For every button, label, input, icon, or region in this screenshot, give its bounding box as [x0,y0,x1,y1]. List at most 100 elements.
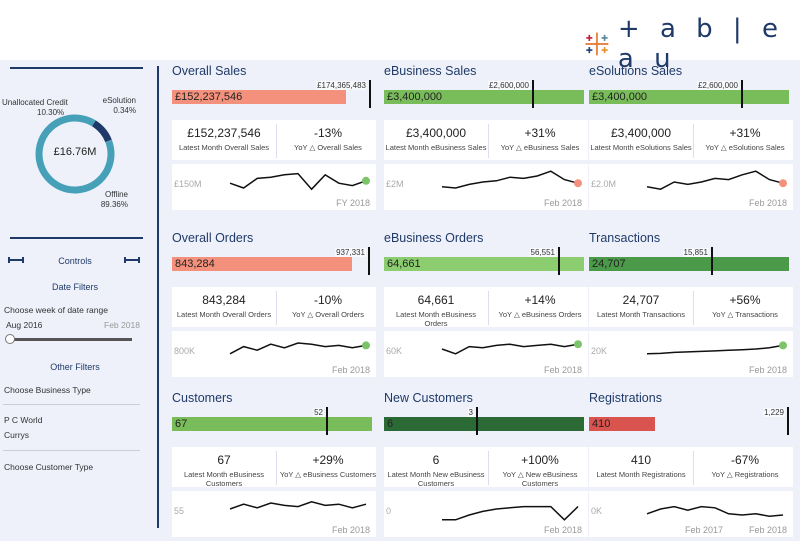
business-type-option[interactable]: Currys [4,430,29,440]
kpi-yoy-value: -13% [276,126,380,140]
target-label: 1,229 [763,408,785,417]
sparkline-series [230,174,366,190]
target-label: 3 [468,408,474,417]
bullet-bar [384,417,584,431]
kpi-latest-caption: Latest Month Overall Sales [172,143,276,152]
bullet-chart[interactable]: £3,400,000£2,600,000 [384,90,584,104]
sparkline-axis-label: 0 [386,506,391,516]
kpi-yoy-value: +31% [488,126,592,140]
sparkline-axis-label: £2.0M [591,179,616,189]
date-range-slider-fill [9,338,132,341]
kpi-yoy-caption: YoY △ Registrations [693,470,797,479]
sparkline-axis-label: 60K [386,346,402,356]
kpi-yoy: +31%YoY △ eSolutions Sales [693,126,797,152]
customer-type-label[interactable]: Choose Customer Type [4,462,93,472]
kpi-yoy: -10%YoY △ Overall Orders [276,293,380,319]
kpi-panel-esolutions-sales: eSolutions Sales£3,400,000£2,600,000£3,4… [587,64,795,214]
target-marker [476,407,478,435]
sparkline-series [230,502,366,509]
date-start-value: Aug 2016 [6,320,42,330]
kpi-latest-month: 843,284 Latest Month Overall Orders [172,293,276,319]
kpi-latest-value: 24,707 [589,293,693,307]
kpi-panel-overall-sales: Overall Sales £152,237,546£174,365,483 £15… [170,64,378,214]
panel-title: Customers [172,391,232,405]
target-marker [558,247,560,275]
sparkline[interactable]: 800K Feb 2018 [172,331,376,377]
kpi-latest-caption: Latest Month New eBusiness Customers [384,470,488,488]
kpi-yoy-value: +14% [488,293,592,307]
kpi-yoy-caption: YoY △ eSolutions Sales [693,143,797,152]
sidebar-top-rule [10,67,143,69]
controls-rule [10,237,143,239]
kpi-yoy-value: -67% [693,453,797,467]
panel-title: Registrations [589,391,662,405]
target-marker [711,247,713,275]
sparkline-series [647,345,783,353]
target-marker [369,80,371,108]
sparkline-series [442,344,578,354]
kpi-latest-value: £3,400,000 [589,126,693,140]
kpi-latest-value: 843,284 [172,293,276,307]
other-filters-title: Other Filters [0,362,150,372]
sparkline-axis-label: 800K [174,346,195,356]
target-marker [326,407,328,435]
business-type-label: Choose Business Type [4,385,91,395]
kpi-yoy-value: +100% [488,453,592,467]
date-end-value: Feb 2018 [104,320,140,330]
kpi-latest-value: 64,661 [384,293,488,307]
kpi-yoy-value: +56% [693,293,797,307]
kpi-yoy: +31% YoY △ eBusiness Sales [488,126,592,152]
business-type-option[interactable]: P C World [4,415,42,425]
kpi-latest-caption: Latest Month Transactions [589,310,693,319]
bullet-bar-value: 67 [175,418,187,430]
kpi-latest-caption: Latest Month Overall Orders [172,310,276,319]
sparkline-series [442,171,578,188]
kpi-latest-caption: Latest Month eSolutions Sales [589,143,693,152]
bullet-chart[interactable]: £3,400,000£2,600,000 [589,90,789,104]
kpi-latest-caption: Latest Month eBusiness Sales [384,143,488,152]
bullet-chart[interactable]: £152,237,546£174,365,483 [172,90,372,104]
kpi-latest-month: £3,400,000 Latest Month eSolutions Sales [589,126,693,152]
target-label: 15,851 [683,248,709,257]
target-label: £2,600,000 [488,81,530,90]
kpi-yoy-value: +29% [276,453,380,467]
sparkline-end-dot [574,340,582,348]
sparkline-end-date: FY 2018 [336,198,370,208]
donut-segment[interactable] [94,123,109,141]
kpi-latest-value: 67 [172,453,276,467]
target-label: £2,600,000 [697,81,739,90]
donut-total: £16.76M [45,146,105,158]
sparkline-end-date: Feb 2018 [332,365,370,375]
kpi-latest-month: 24,707 Latest Month Transactions [589,293,693,319]
target-label: £174,365,483 [316,81,367,90]
panel-title: Transactions [589,231,660,245]
kpi-yoy-caption: YoY △ eBusiness Sales [488,143,592,152]
panel-title: Overall Sales [172,64,246,78]
date-range-slider-handle[interactable] [5,334,15,344]
kpi-yoy: +56%YoY △ Transactions [693,293,797,319]
sparkline-series [442,507,578,520]
